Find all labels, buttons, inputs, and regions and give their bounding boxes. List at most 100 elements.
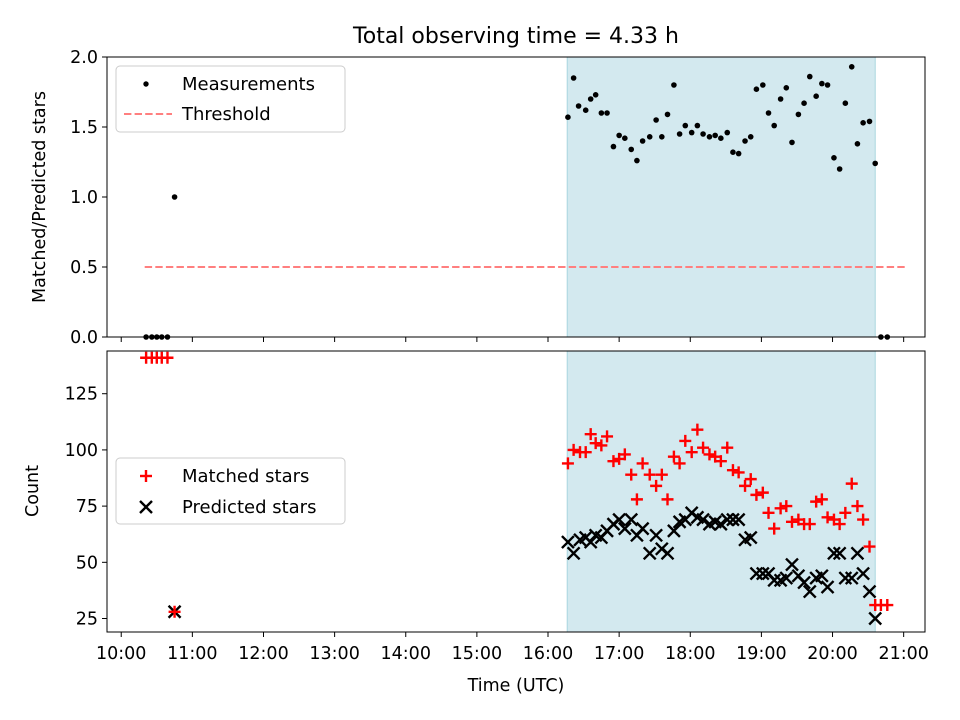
bottom-legend-box xyxy=(115,457,346,525)
matched-star-point xyxy=(636,457,649,470)
matched-star-point xyxy=(601,430,614,443)
observing-window-top xyxy=(566,56,876,338)
x-tick-label: 17:00 xyxy=(594,644,644,664)
measurement-point xyxy=(682,122,689,129)
predicted-star-point xyxy=(868,611,883,626)
measurement-point xyxy=(860,120,866,126)
measurement-point xyxy=(604,110,610,116)
predicted-star-point xyxy=(850,546,865,561)
matched-star-point xyxy=(721,441,734,454)
top-x-ticks xyxy=(120,337,905,342)
measurement-point xyxy=(570,75,577,81)
matched-star-point xyxy=(685,446,698,459)
matched-star-point xyxy=(584,428,597,441)
measurement-point xyxy=(813,93,819,99)
measurement-point xyxy=(598,110,605,116)
measurement-point xyxy=(872,160,879,167)
legend-predicted-label: Predicted stars xyxy=(182,497,316,518)
measurement-point xyxy=(735,150,742,157)
matched-star-point xyxy=(667,450,680,463)
matched-star-point xyxy=(679,434,692,447)
matched-star-point xyxy=(744,473,757,486)
predicted-star-point xyxy=(566,546,581,561)
y-tick-label: 1.5 xyxy=(70,118,98,138)
predicted-star-point xyxy=(696,512,710,527)
y-tick-label: 100 xyxy=(65,441,98,461)
matched-star-point xyxy=(643,468,656,481)
predicted-star-point xyxy=(667,523,681,538)
measurement-point xyxy=(676,131,683,137)
matched-star-point xyxy=(618,448,631,461)
measurement-point xyxy=(836,166,843,172)
predicted-star-point xyxy=(832,546,847,561)
matched-star-point xyxy=(161,351,174,364)
matched-star-point xyxy=(625,468,638,481)
top-legend: Measurements Threshold xyxy=(115,65,346,133)
measurement-point xyxy=(706,134,713,140)
measurement-point xyxy=(587,96,594,102)
measurement-point xyxy=(783,85,790,91)
x-tick-label: 15:00 xyxy=(452,644,502,664)
matched-star-point xyxy=(803,518,816,531)
legend-matched-label: Matched stars xyxy=(182,466,309,487)
measurement-point xyxy=(610,143,617,150)
matched-star-point xyxy=(785,515,798,528)
measurement-point xyxy=(659,134,665,140)
x-tick-label: 18:00 xyxy=(665,644,715,664)
matched-star-point xyxy=(168,605,181,618)
legend-measurements-label: Measurements xyxy=(182,74,315,95)
x-tick-label: 10:00 xyxy=(96,644,146,664)
predicted-star-point xyxy=(844,571,859,585)
measurement-point xyxy=(842,100,849,106)
measurement-point xyxy=(700,131,706,137)
predicted-star-point xyxy=(856,566,870,581)
matched-star-point xyxy=(845,477,858,490)
star-count-points xyxy=(140,351,894,626)
top-y-axis-label: Matched/Predicted stars xyxy=(30,91,50,303)
measurement-point xyxy=(646,134,653,140)
measurement-point xyxy=(854,141,861,147)
legend-threshold-label: Threshold xyxy=(181,104,271,125)
predicted-star-point xyxy=(731,512,746,527)
x-tick-label: 19:00 xyxy=(736,644,786,664)
matched-star-point xyxy=(821,511,834,524)
measurement-point xyxy=(616,132,622,139)
predicted-star-point xyxy=(617,521,632,536)
matched-star-point xyxy=(655,468,668,481)
matched-star-point xyxy=(810,495,823,508)
predicted-star-point xyxy=(612,512,626,527)
matched-star-point xyxy=(697,441,710,454)
predicted-star-point xyxy=(820,580,835,594)
predicted-star-point xyxy=(779,571,794,585)
measurement-point xyxy=(801,100,807,106)
matched-star-point xyxy=(732,466,745,479)
bottom-y-axis-label: Count xyxy=(23,465,43,517)
bottom-axes-frame xyxy=(106,350,926,633)
x-tick-label: 12:00 xyxy=(238,644,288,664)
x-tick-label: 21:00 xyxy=(878,644,928,664)
measurement-point xyxy=(575,103,582,109)
matched-star-point xyxy=(863,540,876,553)
matched-star-point xyxy=(881,599,894,612)
matched-star-point xyxy=(714,455,727,468)
measurement-point xyxy=(712,132,718,139)
y-tick-label: 0.5 xyxy=(70,258,98,278)
legend-measurements-marker xyxy=(143,81,149,87)
measurement-point xyxy=(664,111,671,118)
measurement-point xyxy=(806,73,813,80)
predicted-star-point xyxy=(583,535,598,549)
matched-star-point xyxy=(815,493,828,506)
bottom-panel: 25 50 75 100 125 10:00 11:00 12:00 13:00 14:00 15… xyxy=(23,350,929,696)
matched-star-point xyxy=(579,446,592,459)
predicted-star-point xyxy=(635,521,650,536)
matched-star-point xyxy=(673,457,686,470)
y-tick-label: 75 xyxy=(76,497,98,517)
measurement-point xyxy=(628,146,635,153)
legend-matched-marker xyxy=(140,470,152,482)
measurement-point xyxy=(671,82,677,88)
measurement-point xyxy=(760,82,766,88)
matched-star-point xyxy=(750,488,763,501)
y-tick-label: 1.0 xyxy=(70,188,98,208)
x-axis-label: Time (UTC) xyxy=(467,676,565,696)
predicted-star-point xyxy=(815,568,829,583)
